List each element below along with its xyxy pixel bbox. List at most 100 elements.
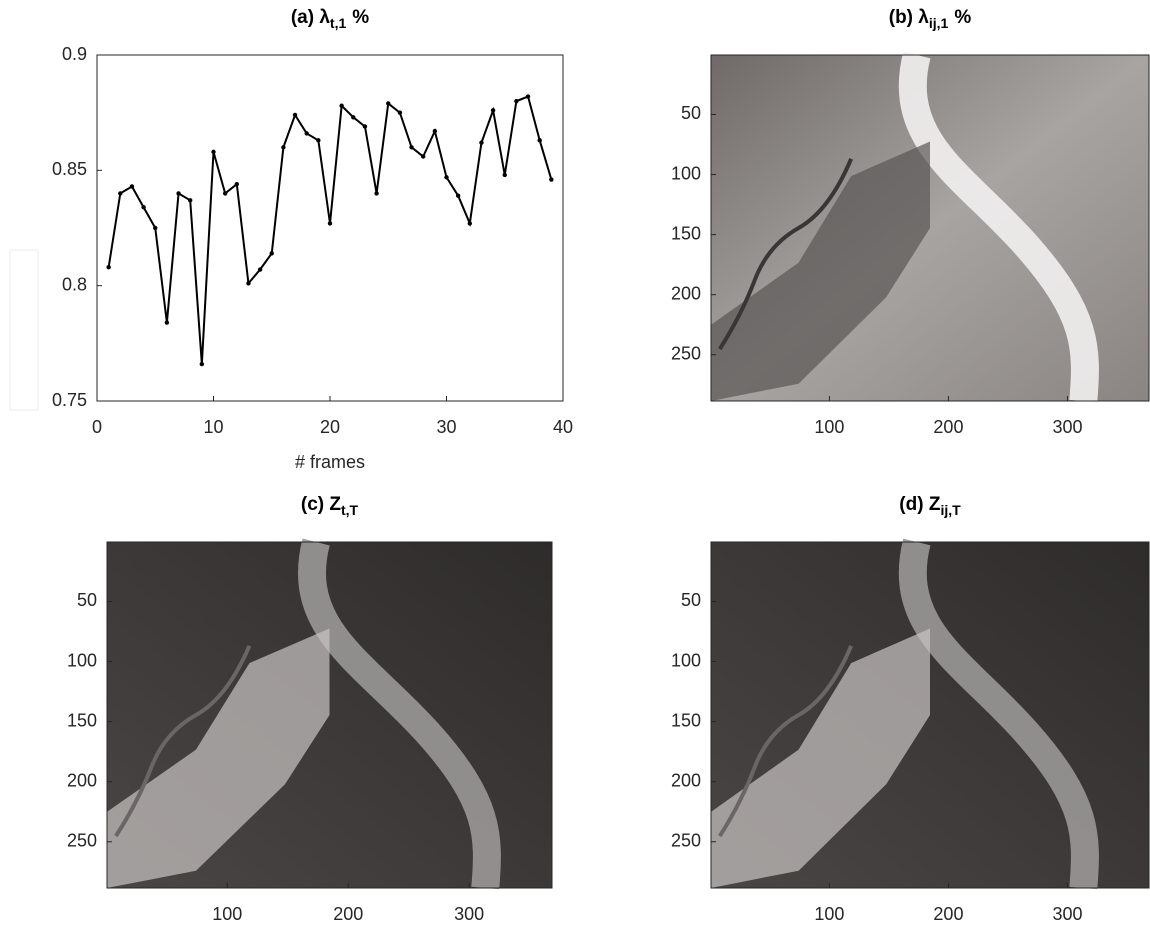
data-point	[537, 138, 542, 143]
data-point	[129, 184, 135, 189]
image	[711, 51, 1149, 403]
x-tick-label: 40	[553, 417, 573, 437]
data-point	[153, 225, 158, 231]
x-tick-label: 20	[320, 417, 340, 437]
y-tick-label: 150	[671, 223, 701, 243]
bright-region	[711, 141, 930, 401]
data-point	[316, 138, 321, 143]
data-point	[234, 181, 239, 187]
x-tick-label: 100	[212, 904, 242, 924]
data-point	[386, 101, 391, 106]
y-tick-label: 250	[671, 830, 701, 850]
data-point	[432, 128, 438, 134]
title-subscript: ij,T	[940, 502, 961, 518]
data-point	[118, 191, 123, 196]
data-point	[397, 110, 403, 115]
y-tick-label: 150	[67, 710, 97, 730]
axes-frame	[710, 541, 1150, 889]
y-tick-label: 200	[67, 770, 97, 790]
data-point	[514, 98, 519, 104]
data-line	[107, 95, 553, 365]
title-subscript: ij,1	[929, 15, 949, 31]
river	[898, 51, 1099, 403]
data-point	[269, 251, 274, 256]
image	[107, 538, 552, 890]
data-point	[455, 193, 461, 198]
chart-title: (d) Zij,T	[899, 494, 961, 518]
data-point	[106, 265, 111, 270]
data-point	[479, 140, 484, 145]
meander	[718, 158, 854, 351]
axes-frame	[96, 54, 564, 402]
x-tick-label: 300	[1052, 904, 1082, 924]
data-point	[502, 172, 507, 178]
y-tick-label: 200	[671, 283, 701, 303]
data-point	[490, 108, 496, 113]
bright-region	[107, 628, 330, 888]
y-tick-label: 50	[681, 590, 701, 610]
y-tick-label: 200	[671, 770, 701, 790]
data-point	[211, 149, 216, 155]
data-point	[421, 154, 426, 159]
artifact-box	[9, 249, 39, 411]
meander	[114, 645, 252, 838]
x-axis-label: # frames	[295, 452, 365, 472]
data-point	[444, 175, 449, 180]
data-point	[339, 103, 344, 108]
chart-title: (a) λt,1%	[291, 7, 369, 31]
y-tick-label: 0.8	[62, 274, 87, 294]
axes-frame	[106, 541, 553, 889]
data-point	[327, 221, 333, 226]
data-point	[549, 177, 554, 182]
data-point	[176, 191, 181, 196]
x-tick-label: 200	[333, 904, 363, 924]
river	[298, 538, 501, 890]
y-tick-label: 0.75	[52, 390, 87, 410]
title-suffix: %	[954, 7, 971, 28]
data-point	[351, 115, 356, 120]
y-tick-label: 50	[77, 590, 97, 610]
y-tick-label: 100	[671, 163, 701, 183]
x-tick-label: 100	[814, 904, 844, 924]
meander	[718, 645, 854, 838]
data-point	[467, 221, 472, 226]
river	[898, 538, 1099, 890]
y-tick-label: 100	[671, 650, 701, 670]
data-point	[374, 191, 379, 196]
y-tick-label: 250	[67, 830, 97, 850]
x-tick-label: 300	[454, 904, 484, 924]
x-tick-label: 100	[814, 417, 844, 437]
bright-region	[711, 628, 930, 888]
data-point	[292, 112, 298, 118]
axes-frame	[710, 54, 1150, 402]
x-tick-label: 0	[92, 417, 102, 437]
y-tick-label: 0.85	[52, 159, 87, 179]
data-point	[164, 320, 170, 325]
data-point	[246, 281, 251, 286]
data-point	[281, 145, 286, 150]
x-tick-label: 300	[1052, 417, 1082, 437]
title-main: (b) λ	[889, 7, 930, 28]
data-point	[304, 131, 309, 136]
x-tick-label: 10	[203, 417, 223, 437]
title-main: (d) Z	[899, 494, 941, 515]
data-point	[257, 267, 263, 272]
title-main: (a) λ	[291, 7, 331, 28]
title-subscript: t,1	[330, 15, 347, 31]
y-tick-label: 50	[681, 103, 701, 123]
x-tick-label: 200	[933, 417, 963, 437]
data-point	[409, 145, 414, 150]
title-subscript: t,T	[341, 502, 359, 518]
data-point	[199, 361, 205, 367]
y-tick-label: 0.9	[62, 44, 87, 64]
y-tick-label: 100	[67, 650, 97, 670]
chart-title: (c) Zt,T	[301, 494, 359, 518]
x-tick-label: 200	[933, 904, 963, 924]
y-tick-label: 150	[671, 710, 701, 730]
y-tick-label: 250	[671, 343, 701, 363]
data-point	[525, 94, 531, 99]
data-point	[362, 124, 368, 129]
chart-title: (b) λij,1%	[889, 7, 972, 31]
title-suffix: %	[352, 7, 369, 28]
